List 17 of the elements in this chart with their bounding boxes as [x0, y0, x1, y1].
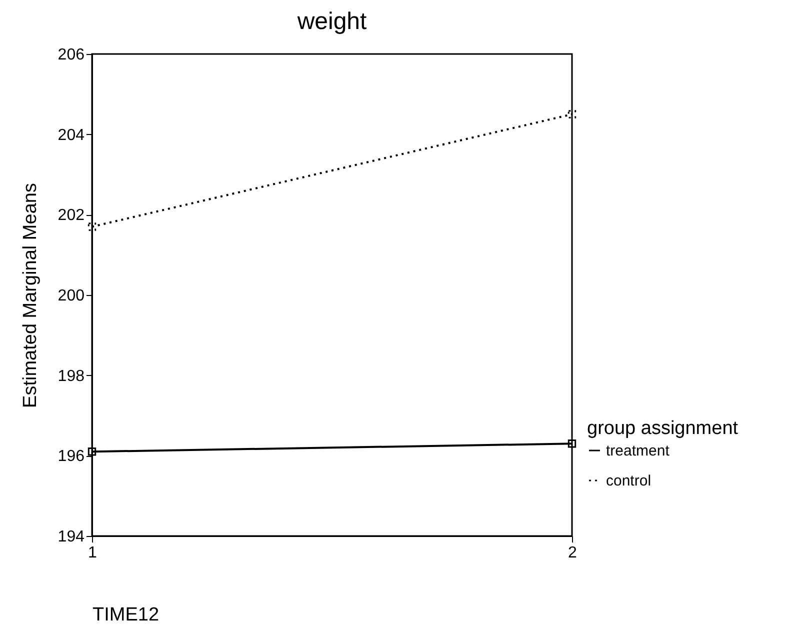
point — [88, 448, 96, 456]
x-axis-title: TIME12 — [92, 604, 160, 626]
y-axis-title: Estimated Marginal Means — [20, 183, 41, 408]
y-tick-label: 200 — [58, 288, 85, 304]
legend-label: control — [606, 472, 652, 490]
legend-title: group assignment — [587, 418, 739, 439]
chart-title: weight — [296, 8, 368, 35]
y-tick-label: 196 — [58, 448, 85, 466]
x-tick-label: 1 — [88, 544, 98, 562]
point — [568, 440, 576, 448]
y-tick-label: 206 — [58, 46, 85, 64]
y-tick-label: 194 — [58, 528, 85, 546]
y-tick-label: 204 — [58, 126, 85, 144]
x-tick-label: 2 — [568, 544, 578, 562]
y-tick-label: 202 — [58, 207, 85, 224]
y-tick-label: 198 — [58, 368, 85, 385]
legend-label: treatment — [606, 442, 670, 460]
